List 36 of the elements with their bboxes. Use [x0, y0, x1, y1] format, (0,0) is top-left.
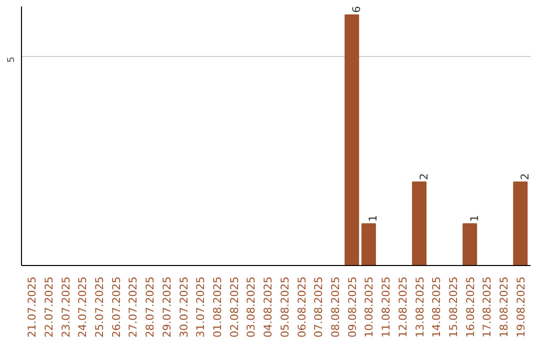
- x-tick-label: 02.08.2025: [228, 276, 241, 338]
- x-tick-label: 01.08.2025: [211, 276, 224, 338]
- x-tick-label: 30.07.2025: [177, 276, 190, 338]
- x-tick-label: 15.08.2025: [446, 276, 460, 338]
- x-tick-label: 26.07.2025: [110, 276, 123, 338]
- x-tick-label: 09.08.2025: [346, 276, 359, 338]
- data-label: 2: [518, 173, 532, 180]
- x-tick-label: 04.08.2025: [262, 276, 275, 338]
- x-tick-label: 28.07.2025: [144, 276, 157, 338]
- x-tick-label: 24.07.2025: [76, 276, 90, 338]
- x-tick-label: 23.07.2025: [59, 276, 72, 338]
- y-tick-label: 5: [6, 56, 17, 63]
- x-tick-label: 31.07.2025: [194, 276, 208, 338]
- x-tick-label: 18.08.2025: [498, 276, 511, 338]
- x-tick-label: 16.08.2025: [464, 276, 477, 338]
- x-tick-label: 21.07.2025: [26, 276, 39, 338]
- x-tick-label: 12.08.2025: [396, 276, 410, 338]
- x-tick-label: 11.08.2025: [380, 276, 393, 338]
- x-tick-label: 25.07.2025: [93, 276, 106, 338]
- data-label: 2: [417, 173, 430, 180]
- x-tick-label: 14.08.2025: [430, 276, 444, 338]
- x-tick-label: 13.08.2025: [413, 276, 426, 338]
- x-tick-label: 03.08.2025: [244, 276, 258, 338]
- data-label: 1: [366, 214, 380, 222]
- x-tick-label: 17.08.2025: [480, 276, 494, 338]
- x-tick-label: 29.07.2025: [160, 276, 174, 338]
- x-tick-label: 19.08.2025: [514, 276, 528, 338]
- x-tick-label: 05.08.2025: [278, 276, 292, 338]
- x-tick-label: 07.08.2025: [312, 276, 326, 338]
- x-tick-label: 10.08.2025: [362, 276, 376, 338]
- data-label: 1: [468, 214, 481, 222]
- x-tick-label: 27.07.2025: [126, 276, 140, 338]
- x-tick-label: 06.08.2025: [295, 276, 308, 338]
- data-label: 6: [350, 6, 363, 13]
- x-tick-label: 08.08.2025: [328, 276, 342, 338]
- x-tick-label: 22.07.2025: [42, 276, 56, 338]
